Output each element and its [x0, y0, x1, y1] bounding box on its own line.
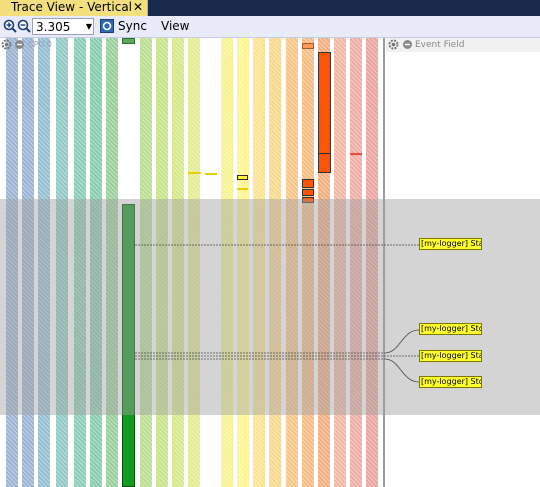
- toolbar: 3.305 ▼ Sync View: [0, 16, 540, 38]
- thread-lane: [253, 38, 265, 487]
- thread-lane: [22, 38, 34, 487]
- event-tag-logger-stop[interactable]: [my-logger] Stop: [419, 376, 482, 388]
- pane-divider[interactable]: [383, 38, 385, 487]
- lane-hatch: [221, 38, 233, 487]
- lane-hatch: [90, 38, 102, 487]
- lane-hatch: [302, 38, 314, 487]
- thread-lane: [106, 38, 118, 487]
- event-field-label: Event Field: [415, 40, 465, 50]
- event-connector: [384, 358, 420, 383]
- zoom-in-icon[interactable]: [3, 19, 17, 33]
- cpu-label: CPU 0: [28, 40, 52, 49]
- thread-lane: [286, 38, 298, 487]
- close-icon[interactable]: ✕: [133, 0, 144, 14]
- event-connector: [384, 329, 420, 354]
- orange-marker[interactable]: [302, 43, 314, 49]
- thread-lane: [56, 38, 68, 487]
- title-bar: Trace View - Vertical ✕: [0, 0, 540, 16]
- zoom-out-icon[interactable]: [17, 19, 31, 33]
- lane-hatch: [156, 38, 168, 487]
- thread-lane: [172, 38, 184, 487]
- thread-lane: [366, 38, 378, 487]
- thread-lane: [237, 38, 249, 487]
- lane-hatch: [172, 38, 184, 487]
- lane-hatch: [6, 38, 18, 487]
- thread-lane: [334, 38, 346, 487]
- lane-hatch: [188, 38, 200, 487]
- orange-marker[interactable]: [302, 179, 314, 188]
- thread-marker[interactable]: [122, 38, 135, 44]
- yellow-marker[interactable]: [205, 173, 217, 175]
- event-tag-logger-start[interactable]: [my-logger] Start: [419, 238, 482, 250]
- thread-lane: [188, 38, 200, 487]
- yellow-marker[interactable]: [237, 188, 248, 190]
- red-marker[interactable]: [350, 153, 362, 155]
- thread-lane: [6, 38, 18, 487]
- lane-hatch: [286, 38, 298, 487]
- yellow-marker[interactable]: [237, 175, 248, 180]
- thread-lane: [38, 38, 50, 487]
- event-tag-logger-stop[interactable]: [my-logger] Stop: [419, 323, 482, 335]
- lane-hatch: [38, 38, 50, 487]
- thread-lane: [350, 38, 362, 487]
- thread-lane: [221, 38, 233, 487]
- lane-hatch: [237, 38, 249, 487]
- lane-hatch: [140, 38, 152, 487]
- collapse-icon[interactable]: [402, 39, 413, 50]
- thread-lane: [269, 38, 281, 487]
- trace-timeline[interactable]: CPU 0: [0, 38, 385, 487]
- view-menu[interactable]: View: [161, 19, 190, 33]
- tab-trace-view-vertical[interactable]: Trace View - Vertical ✕: [0, 0, 148, 16]
- thread-lane: [90, 38, 102, 487]
- thread-lane: [140, 38, 152, 487]
- sync-label[interactable]: Sync: [118, 19, 147, 33]
- yellow-marker[interactable]: [188, 172, 201, 174]
- event-tag-logger-start[interactable]: [my-logger] Start: [419, 350, 482, 362]
- tab-title: Trace View - Vertical: [11, 0, 133, 14]
- zoom-level-combobox[interactable]: 3.305 ▼: [32, 18, 94, 35]
- event-field-header: Event Field: [386, 38, 540, 52]
- lane-hatch: [350, 38, 362, 487]
- zoom-value: 3.305: [36, 20, 71, 34]
- lane-hatch: [56, 38, 68, 487]
- lane-hatch: [269, 38, 281, 487]
- thread-lane: [74, 38, 86, 487]
- lane-hatch: [74, 38, 86, 487]
- orange-marker[interactable]: [302, 197, 314, 203]
- orange-marker[interactable]: [318, 153, 331, 173]
- thread-lane: [156, 38, 168, 487]
- lane-hatch: [366, 38, 378, 487]
- lane-hatch: [22, 38, 34, 487]
- cpu-header: CPU 0: [0, 38, 60, 51]
- orange-marker[interactable]: [302, 189, 314, 196]
- sync-icon[interactable]: [100, 19, 114, 33]
- gear-icon[interactable]: [388, 39, 399, 50]
- gear-icon[interactable]: [1, 39, 12, 50]
- collapse-icon[interactable]: [14, 39, 25, 50]
- lane-hatch: [253, 38, 265, 487]
- lane-hatch: [334, 38, 346, 487]
- thread-lane: [302, 38, 314, 487]
- dropdown-arrow-icon[interactable]: ▼: [85, 22, 92, 31]
- lane-hatch: [106, 38, 118, 487]
